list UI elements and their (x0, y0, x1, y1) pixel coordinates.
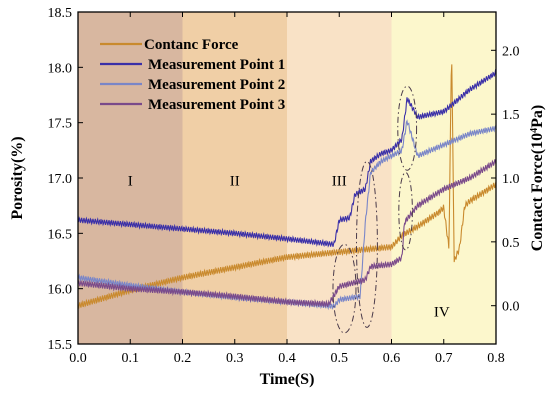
legend-label-2: Measurement Point 1 (148, 57, 285, 73)
stage-label-1: I (128, 174, 133, 190)
axis-ticks: 0.0 0.1 0.2 0.3 0.4 0.5 0.6 0.7 0.8 15.5 16.0 16.5 1… (48, 6, 520, 366)
series-line-1 (77, 64, 497, 309)
x-tick-label: 0.0 (69, 351, 87, 366)
series-line-2 (77, 68, 497, 248)
x-axis-title: Time(S) (260, 371, 315, 388)
x-tick-label: 0.1 (122, 351, 140, 366)
y-right-tick-label: 0.5 (502, 236, 520, 251)
y-axis-right-title-main: Contact Force(10 (529, 133, 546, 251)
annotation-ellipse-1 (332, 243, 357, 334)
x-tick-label: 0.8 (487, 351, 505, 366)
y-axis-left-title: Porosity(%) (9, 136, 26, 219)
y-left-tick-label: 17.0 (48, 172, 73, 187)
y-right-tick-label: 2.0 (502, 44, 520, 59)
stage-label-4: IV (434, 304, 450, 320)
x-tick-label: 0.7 (435, 351, 453, 366)
y-right-tick-label: 1.0 (502, 172, 520, 187)
x-tick-label: 0.4 (278, 351, 296, 366)
y-left-tick-label: 18.5 (48, 6, 73, 21)
y-left-tick-label: 18.0 (48, 61, 73, 76)
y-left-tick-label: 16.5 (48, 227, 73, 242)
y-axis-right-title-unit: Pa) (529, 105, 546, 128)
annotation-ellipse-2 (355, 160, 378, 328)
x-tick-label: 0.5 (331, 351, 349, 366)
y-right-tick-label: 0.0 (502, 300, 520, 315)
y-axis-right-title: Contact Force(104Pa) (529, 105, 547, 251)
legend-label-3: Measurement Point 2 (148, 77, 285, 93)
annotation-ellipse-3 (397, 85, 418, 171)
y-left-tick-label: 17.5 (48, 117, 73, 132)
series-layer (77, 64, 497, 311)
annotation-layer (332, 85, 418, 334)
stage-regions (78, 12, 496, 344)
series-line-4 (77, 159, 497, 308)
stage-label-3: III (332, 174, 347, 190)
x-tick-label: 0.6 (383, 351, 401, 366)
y-left-tick-label: 16.0 (48, 283, 73, 298)
legend-label-1: Contanc Force (144, 37, 239, 53)
stage-region-2 (182, 12, 287, 344)
x-tick-label: 0.3 (226, 351, 244, 366)
y-axis-right-title-sup: 4 (529, 128, 540, 133)
legend: Contanc Force Measurement Point 1 Measurem… (100, 37, 285, 113)
y-right-tick-label: 1.5 (502, 108, 520, 123)
x-tick-label: 0.2 (174, 351, 192, 366)
y-left-tick-label: 15.5 (48, 338, 73, 353)
annotation-ellipse-4 (398, 171, 413, 251)
stage-label-2: II (230, 174, 240, 190)
legend-label-4: Measurement Point 3 (148, 97, 285, 113)
stage-region-4 (391, 12, 496, 344)
